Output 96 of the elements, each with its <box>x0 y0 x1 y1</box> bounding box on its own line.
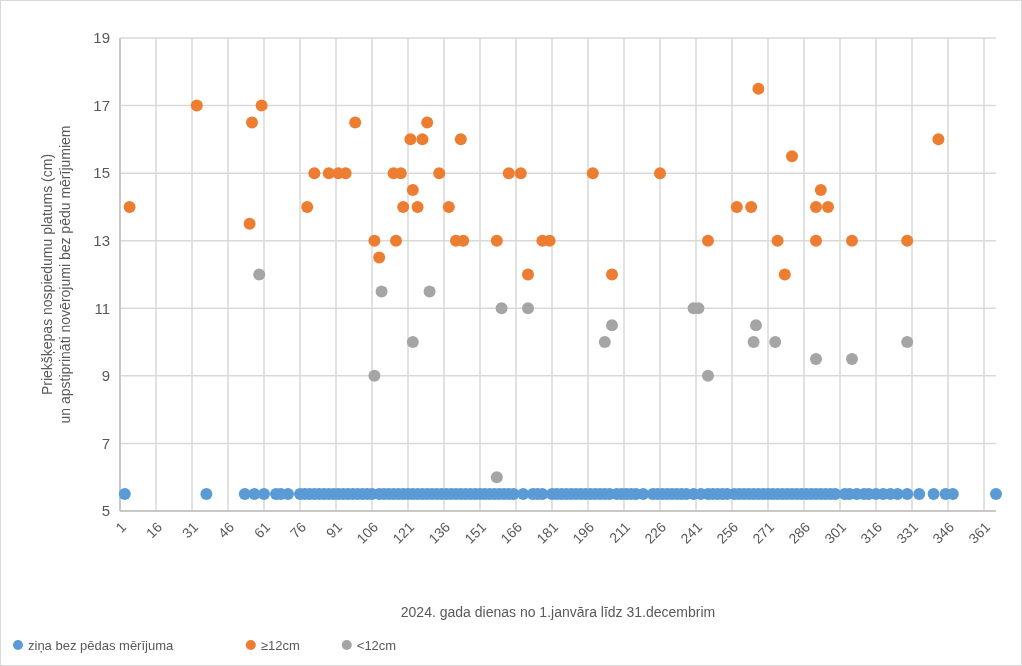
point <box>255 99 268 112</box>
point <box>814 184 827 197</box>
point <box>404 133 417 146</box>
x-tick-label: 166 <box>497 518 526 547</box>
y-tick-label: 5 <box>101 502 110 520</box>
x-tick-label: 211 <box>605 518 634 546</box>
x-tick-label: 361 <box>965 518 994 547</box>
point <box>406 336 419 349</box>
point <box>810 352 822 365</box>
point <box>606 319 618 332</box>
x-tick-label: 76 <box>286 518 310 542</box>
point <box>598 336 611 349</box>
point <box>490 471 503 484</box>
x-tick-label: 241 <box>677 518 706 547</box>
point <box>246 116 258 129</box>
point <box>373 251 386 264</box>
point <box>778 268 791 281</box>
legend-label: ≥12cm <box>260 638 300 653</box>
y-tick-label: 13 <box>93 231 110 249</box>
point <box>349 116 362 129</box>
point <box>522 302 534 315</box>
x-tick-label: 196 <box>569 518 598 547</box>
point <box>846 352 858 365</box>
point <box>190 99 203 112</box>
point <box>253 268 266 281</box>
legend-label: ziņa bez pēdas mērījuma <box>28 638 175 653</box>
point <box>822 200 834 213</box>
x-tick-label: 226 <box>641 518 670 547</box>
point <box>901 234 914 247</box>
x-tick-label: 271 <box>749 518 778 547</box>
x-tick-label: 286 <box>785 518 814 547</box>
x-tick-label: 1 <box>112 518 130 536</box>
point <box>702 234 714 247</box>
x-tick-label: 106 <box>353 518 382 547</box>
x-tick-label: 331 <box>893 518 922 547</box>
point <box>769 336 782 349</box>
point <box>810 200 822 213</box>
point <box>932 133 945 146</box>
y-tick-label: 19 <box>93 29 110 47</box>
y-tick-label: 7 <box>101 434 110 452</box>
x-tick-label: 151 <box>461 518 490 547</box>
point <box>522 268 534 281</box>
x-tick-label: 136 <box>425 518 454 547</box>
point <box>442 200 455 213</box>
x-tick-label: 181 <box>533 518 562 547</box>
point <box>490 234 503 247</box>
x-tick-label: 316 <box>857 518 886 547</box>
point <box>786 150 798 163</box>
point <box>416 133 429 146</box>
x-tick-label: 256 <box>713 518 742 547</box>
point <box>654 167 666 180</box>
point <box>406 184 419 197</box>
y-tick-label: 11 <box>94 299 110 317</box>
point <box>308 167 321 180</box>
x-tick-label: 61 <box>250 518 274 542</box>
x-tick-label: 16 <box>142 518 166 542</box>
point <box>423 285 436 298</box>
point <box>810 234 822 247</box>
point <box>397 200 410 213</box>
y-axis-title: Priekšķepas nospiedumu platums (cm) un apstiprināti novērojumi bez pēdu mērījumiem <box>39 125 73 424</box>
point <box>752 82 765 95</box>
point <box>301 200 314 213</box>
point <box>702 369 714 382</box>
point <box>846 234 858 247</box>
y-tick-label: 15 <box>93 164 110 182</box>
point <box>750 319 762 332</box>
x-tick-label: 346 <box>929 518 958 547</box>
point <box>421 116 434 129</box>
point <box>368 369 381 382</box>
y-tick-label: 17 <box>93 96 110 114</box>
point <box>901 336 914 349</box>
point <box>243 217 256 230</box>
x-tick-label: 301 <box>821 518 850 547</box>
x-tick-label: 31 <box>178 518 202 542</box>
x-tick-label: 91 <box>322 518 346 542</box>
point <box>454 133 467 146</box>
point <box>495 302 508 315</box>
point <box>502 167 515 180</box>
point <box>606 268 618 281</box>
point <box>368 234 381 247</box>
point <box>123 200 136 213</box>
point <box>433 167 446 180</box>
point <box>771 234 784 247</box>
x-tick-label: 46 <box>214 518 238 542</box>
point <box>375 285 388 298</box>
y-tick-label: 9 <box>101 367 110 385</box>
point <box>745 200 758 213</box>
point <box>411 200 424 213</box>
legend-label: <12cm <box>356 638 397 653</box>
point <box>586 167 599 180</box>
x-axis-title: 2024. gada dienas no 1.janvāra līdz 31.decembrim <box>400 604 716 620</box>
point <box>747 336 760 349</box>
x-tick-label: 121 <box>389 518 418 547</box>
point <box>390 234 402 247</box>
point <box>514 167 527 180</box>
point <box>730 200 743 213</box>
